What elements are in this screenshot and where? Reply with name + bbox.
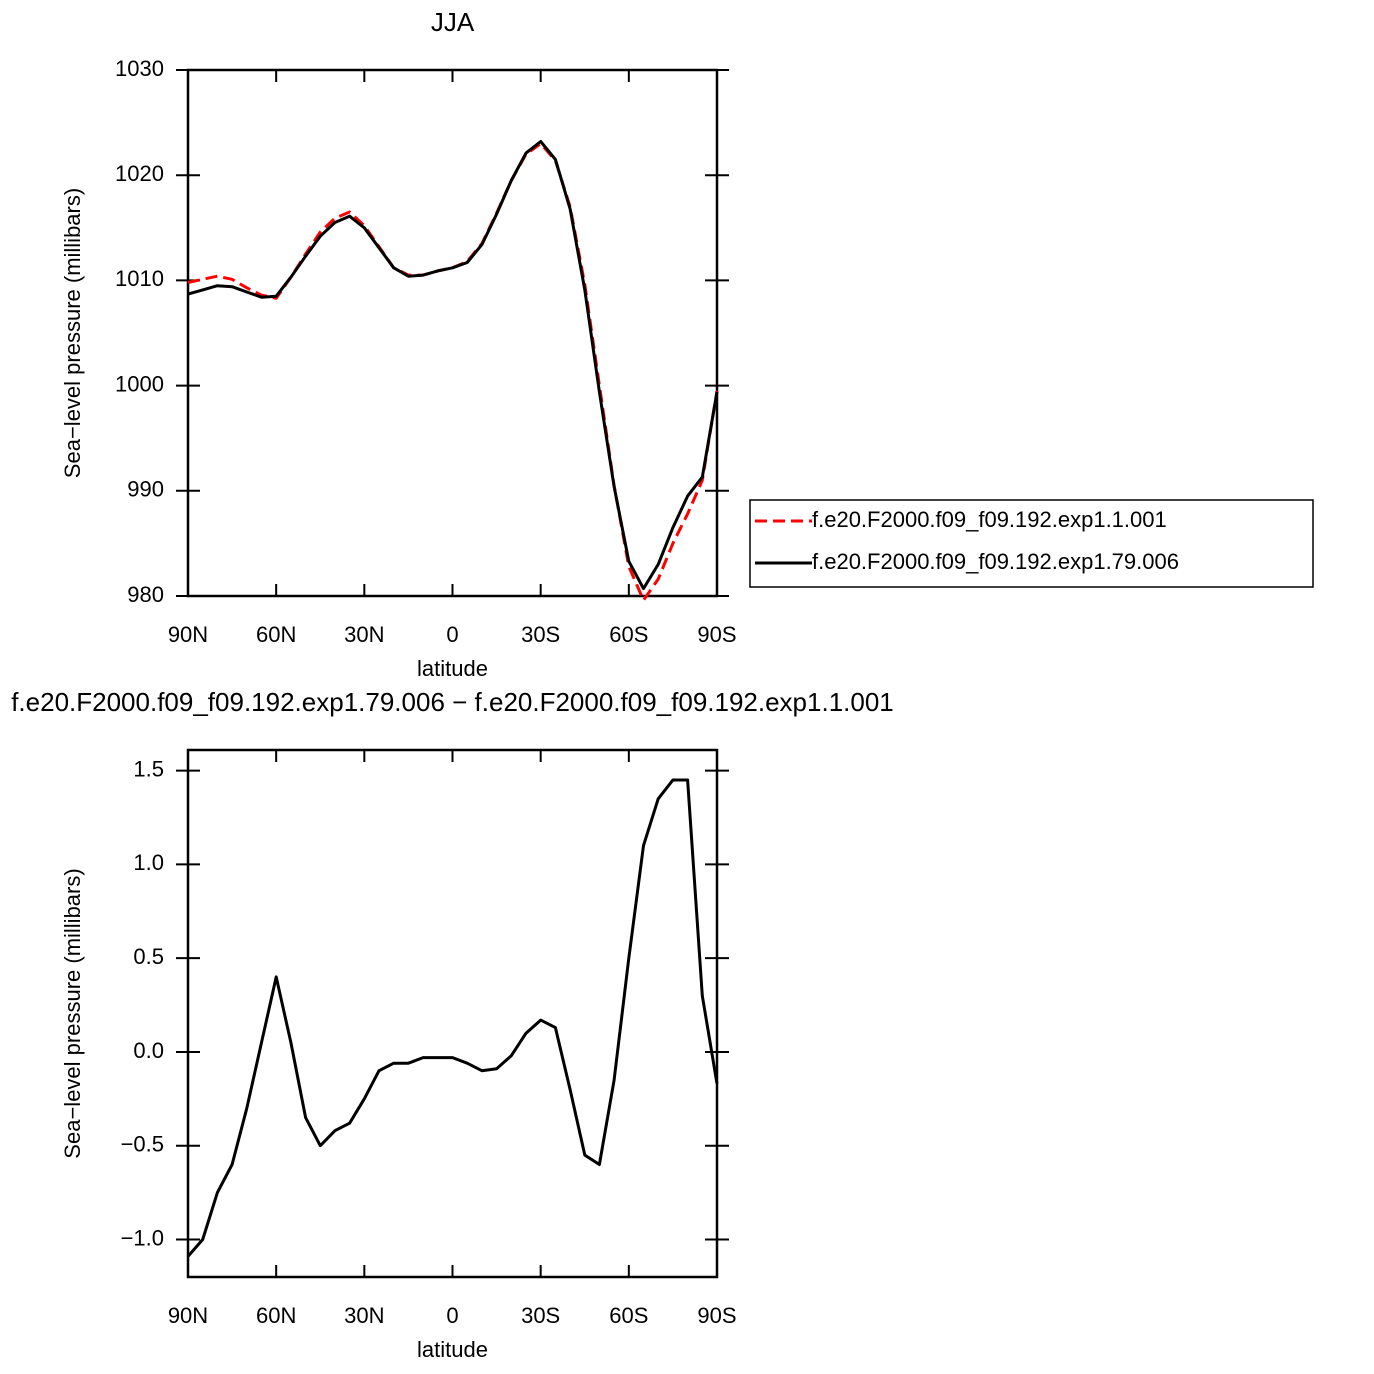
y-tick-label: 1030 [115,56,164,81]
x-axis-label: latitude [417,656,488,681]
x-tick-label: 90N [168,622,208,647]
y-axis-label: Sea−level pressure (millibars) [60,868,85,1158]
series-line [187,142,719,602]
x-tick-label: 90N [168,1303,208,1328]
y-tick-label: 1.0 [133,850,164,875]
legend-box [749,499,1314,588]
x-tick-label: 60N [256,622,296,647]
x-tick-label: 30N [344,1303,384,1328]
y-tick-label: 980 [127,582,164,607]
x-tick-label: 90S [697,1303,736,1328]
y-tick-label: 0.5 [133,944,164,969]
y-axis-label: Sea−level pressure (millibars) [60,188,85,478]
y-tick-label: 1020 [115,161,164,186]
y-tick-label: 1000 [115,371,164,396]
x-tick-label: 30S [521,622,560,647]
x-axis-label: latitude [417,1337,488,1362]
x-tick-label: 60N [256,1303,296,1328]
y-tick-label: 990 [127,477,164,502]
y-tick-label: 1010 [115,266,164,291]
x-tick-label: 30N [344,622,384,647]
y-tick-label: 1.5 [133,756,164,781]
plot-frame [186,68,719,598]
x-tick-label: 30S [521,1303,560,1328]
legend-label: f.e20.F2000.f09_f09.192.exp1.1.001 [812,507,1167,532]
y-tick-label: −1.0 [121,1225,164,1250]
legend-label: f.e20.F2000.f09_f09.192.exp1.79.006 [812,549,1179,574]
y-tick-label: 0.0 [133,1038,164,1063]
chart-title: f.e20.F2000.f09_f09.192.exp1.79.006 − f.… [11,687,894,717]
series-line [186,778,719,1258]
plot-frame [186,748,719,1279]
x-tick-label: 0 [446,1303,458,1328]
x-tick-label: 90S [697,622,736,647]
series-line [187,140,719,591]
chart-title: JJA [431,7,475,37]
y-tick-label: −0.5 [121,1132,164,1157]
x-tick-label: 60S [609,1303,648,1328]
x-tick-label: 0 [446,622,458,647]
x-tick-label: 60S [609,622,648,647]
